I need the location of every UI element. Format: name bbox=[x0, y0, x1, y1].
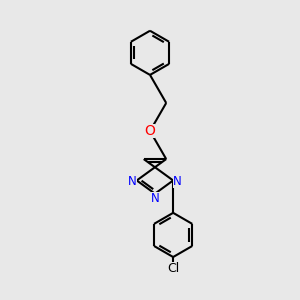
Text: Cl: Cl bbox=[167, 262, 179, 275]
Text: N: N bbox=[151, 192, 159, 205]
Text: N: N bbox=[128, 176, 136, 188]
Text: O: O bbox=[145, 124, 155, 138]
Text: N: N bbox=[173, 176, 182, 188]
